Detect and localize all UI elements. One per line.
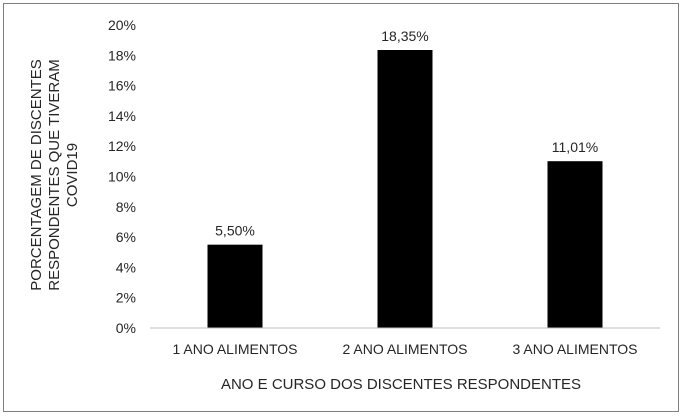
y-axis-title-line-3: COVID19 [64, 143, 81, 207]
y-tick-label: 6% [116, 229, 136, 245]
bar [377, 49, 433, 329]
x-tick-label: 3 ANO ALIMENTOS [512, 341, 637, 357]
y-axis-title-line-1: PORCENTAGEM DE DISCENTES [28, 59, 45, 290]
x-tick-label: 2 ANO ALIMENTOS [342, 341, 467, 357]
y-tick-label: 8% [116, 199, 136, 215]
y-axis-title-line-2: RESPONDENTES QUE TIVERAM [46, 59, 63, 290]
x-tick-label: 1 ANO ALIMENTOS [172, 341, 297, 357]
y-tick-label: 4% [116, 259, 136, 275]
y-tick-label: 2% [116, 290, 136, 306]
y-axis-title: PORCENTAGEM DE DISCENTES RESPONDENTES QU… [28, 59, 81, 290]
y-tick-label: 20% [108, 17, 136, 33]
data-label: 18,35% [381, 28, 428, 44]
data-label: 5,50% [215, 223, 255, 239]
y-tick-label: 12% [108, 138, 136, 154]
x-axis-title: ANO E CURSO DOS DISCENTES RESPONDENTES [221, 376, 581, 393]
bar [547, 161, 603, 328]
data-label: 11,01% [552, 139, 598, 155]
y-tick-label: 18% [108, 47, 136, 63]
y-tick-label: 10% [108, 169, 136, 185]
y-tick-label: 16% [108, 78, 136, 94]
y-tick-label: 14% [108, 108, 136, 124]
y-tick-label: 0% [116, 320, 136, 336]
bar [207, 244, 263, 328]
